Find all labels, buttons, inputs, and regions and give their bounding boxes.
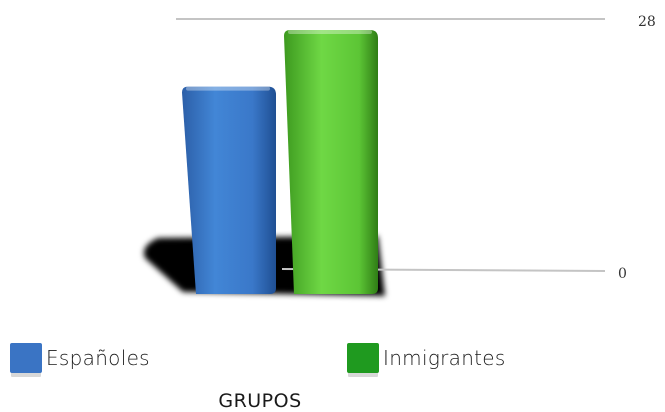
bar-top-highlight-espanoles xyxy=(186,86,270,91)
legend-label-inmigrantes: Inmigrantes xyxy=(383,346,506,370)
legend: Españoles Inmigrantes xyxy=(10,340,570,380)
bar-top-highlight-inmigrantes xyxy=(288,30,372,34)
legend-item-espanoles: Españoles xyxy=(10,340,150,376)
x-axis-label: GRUPOS xyxy=(218,390,302,412)
legend-swatch-inmigrantes xyxy=(347,343,379,373)
bar-inmigrantes xyxy=(284,30,378,294)
legend-label-espanoles: Españoles xyxy=(46,346,150,370)
bar-espanoles xyxy=(182,86,276,294)
y-tick-label-max: 28 xyxy=(638,14,656,30)
bars-group xyxy=(182,30,378,294)
y-tick-label-min: 0 xyxy=(618,266,627,282)
legend-swatch-espanoles xyxy=(10,343,42,373)
legend-item-inmigrantes: Inmigrantes xyxy=(347,340,506,376)
